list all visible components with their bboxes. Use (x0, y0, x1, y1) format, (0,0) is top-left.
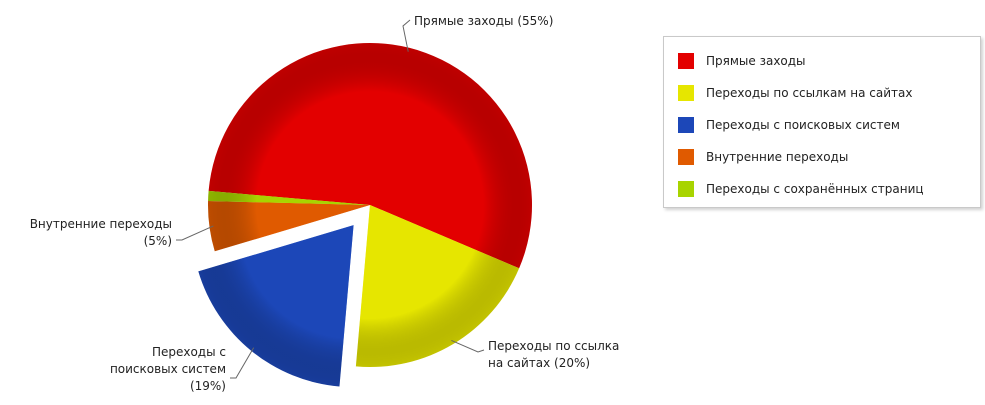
legend-label: Переходы по ссылкам на сайтах (706, 86, 913, 100)
slice-label: Переходы по ссылкам на сайтах (20%) (488, 339, 620, 370)
slice-label: Прямые заходы (55%) (414, 14, 553, 28)
legend-label: Внутренние переходы (706, 150, 849, 164)
legend-item[interactable]: Внутренние переходы (678, 141, 980, 173)
leader-line (176, 225, 214, 241)
legend-swatch (678, 149, 694, 165)
slice-label: Внутренние переходы (5%) (30, 217, 172, 248)
slice-labels: Прямые заходы (55%) Переходы по ссылкам на… (30, 14, 620, 393)
legend-item[interactable]: Переходы с сохранённых страниц (678, 173, 980, 205)
legend-swatch (678, 85, 694, 101)
legend-label: Переходы с сохранённых страниц (706, 182, 924, 196)
legend-label: Переходы с поисковых систем (706, 118, 900, 132)
slice-label: Переходы с поисковых систем (19%) (110, 345, 226, 393)
legend-label: Прямые заходы (706, 54, 806, 68)
legend-item[interactable]: Переходы с поисковых систем (678, 109, 980, 141)
chart-legend: Прямые заходы Переходы по ссылкам на сай… (663, 36, 981, 208)
pie-chart: Прямые заходы (55%) Переходы по ссылкам на… (30, 14, 620, 393)
leader-line (402, 19, 411, 52)
legend-swatch (678, 181, 694, 197)
pie-slices (198, 42, 532, 387)
legend-item[interactable]: Прямые заходы (678, 45, 980, 77)
legend-swatch (678, 53, 694, 69)
leader-line (451, 339, 485, 353)
pie-slice-shade (355, 205, 520, 367)
leader-lines (176, 19, 485, 379)
legend-item[interactable]: Переходы по ссылкам на сайтах (678, 77, 980, 109)
legend-swatch (678, 117, 694, 133)
leader-line (230, 347, 255, 379)
pie-slice-shade (208, 201, 370, 252)
pie-slice-shade (208, 190, 370, 205)
pie-slice-shade (208, 42, 532, 269)
pie-slice-shade (198, 225, 354, 387)
